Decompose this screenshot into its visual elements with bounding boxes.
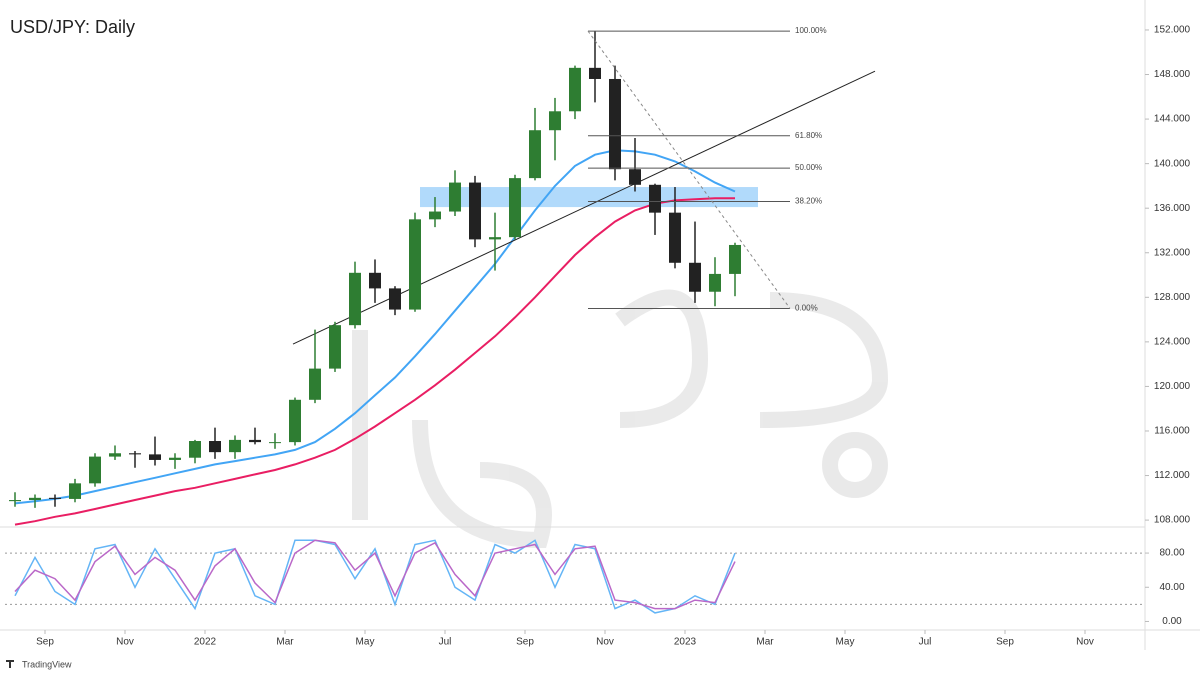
x-tick-label: 2023 — [674, 637, 697, 648]
candle-body — [289, 399, 301, 443]
y-tick-label: 148.000 — [1154, 69, 1191, 80]
candle-body — [529, 130, 541, 179]
candle-body — [549, 111, 561, 131]
watermark-shape — [352, 330, 552, 549]
x-tick-label: Nov — [596, 637, 614, 648]
y-tick-label: 116.000 — [1154, 426, 1190, 437]
x-tick-label: Mar — [276, 637, 294, 648]
logo — [6, 660, 14, 668]
candle-body — [589, 67, 601, 79]
osc-y-tick-label: 40.00 — [1159, 582, 1184, 593]
candle-body — [89, 456, 101, 484]
y-tick-label: 108.000 — [1154, 515, 1191, 526]
candle-body — [609, 78, 621, 170]
watermark-shape — [615, 289, 889, 428]
candle-body — [309, 368, 321, 400]
candle-body — [509, 178, 521, 238]
candle-body — [729, 244, 741, 274]
candle-body — [349, 272, 361, 326]
x-tick-label: Jul — [439, 637, 452, 648]
candle-body — [449, 182, 461, 212]
candle-body — [189, 441, 201, 458]
y-tick-label: 140.000 — [1154, 158, 1191, 169]
y-tick-label: 124.000 — [1154, 337, 1191, 348]
candle-body — [329, 325, 341, 369]
y-tick-label: 152.000 — [1154, 25, 1191, 36]
candle-body — [409, 219, 421, 310]
y-tick-label: 120.000 — [1154, 381, 1191, 392]
candle-body — [269, 442, 281, 444]
y-tick-label: 128.000 — [1154, 292, 1191, 303]
candle-body — [69, 483, 81, 499]
fib-label: 100.00% — [795, 26, 827, 35]
candle-body — [49, 497, 61, 499]
x-tick-label: May — [356, 637, 375, 648]
candle-body — [689, 262, 701, 292]
watermark — [352, 289, 889, 549]
y-tick-label: 132.000 — [1154, 247, 1191, 258]
osc-y-tick-label: 0.00 — [1162, 616, 1182, 627]
candle-body — [429, 211, 441, 220]
candle-body — [489, 237, 501, 240]
candle-body — [569, 67, 581, 112]
candle-body — [649, 184, 661, 213]
candle-body — [629, 169, 641, 185]
moving-average — [14, 197, 735, 526]
candle-body — [709, 273, 721, 292]
watermark-dot — [822, 432, 888, 498]
candle-body — [469, 182, 481, 240]
x-tick-label: May — [836, 637, 855, 648]
candle-body — [129, 453, 141, 455]
osc-y-tick-label: 80.00 — [1159, 548, 1184, 559]
footer: TradingView — [22, 659, 72, 669]
x-tick-label: 2022 — [194, 637, 217, 648]
candle-body — [369, 272, 381, 289]
candle-body — [669, 212, 681, 263]
candle-body — [109, 453, 121, 457]
candle-body — [209, 441, 221, 453]
y-tick-label: 136.000 — [1154, 203, 1191, 214]
fib-label: 0.00% — [795, 304, 818, 313]
y-tick-label: 112.000 — [1154, 470, 1190, 481]
candle-body — [149, 454, 161, 460]
x-tick-label: Mar — [756, 637, 774, 648]
oscillator-line — [14, 539, 736, 614]
x-tick-label: Sep — [516, 637, 534, 648]
oscillator-line — [14, 539, 736, 610]
chart-title: USD/JPY: Daily — [10, 17, 135, 37]
candle-body — [29, 497, 41, 501]
y-tick-label: 144.000 — [1154, 114, 1191, 125]
candle-body — [169, 457, 181, 460]
fib-label: 50.00% — [795, 163, 822, 172]
x-tick-label: Nov — [1076, 637, 1094, 648]
x-tick-label: Nov — [116, 637, 134, 648]
candle-body — [389, 288, 401, 310]
x-tick-label: Jul — [919, 637, 932, 648]
fib-label: 38.20% — [795, 197, 822, 206]
support-zone — [420, 187, 758, 208]
candle-body — [249, 439, 261, 443]
fib-label: 61.80% — [795, 131, 822, 140]
x-tick-label: Sep — [36, 637, 54, 648]
candle-body — [9, 500, 21, 502]
candle-body — [229, 439, 241, 453]
x-tick-label: Sep — [996, 637, 1014, 648]
